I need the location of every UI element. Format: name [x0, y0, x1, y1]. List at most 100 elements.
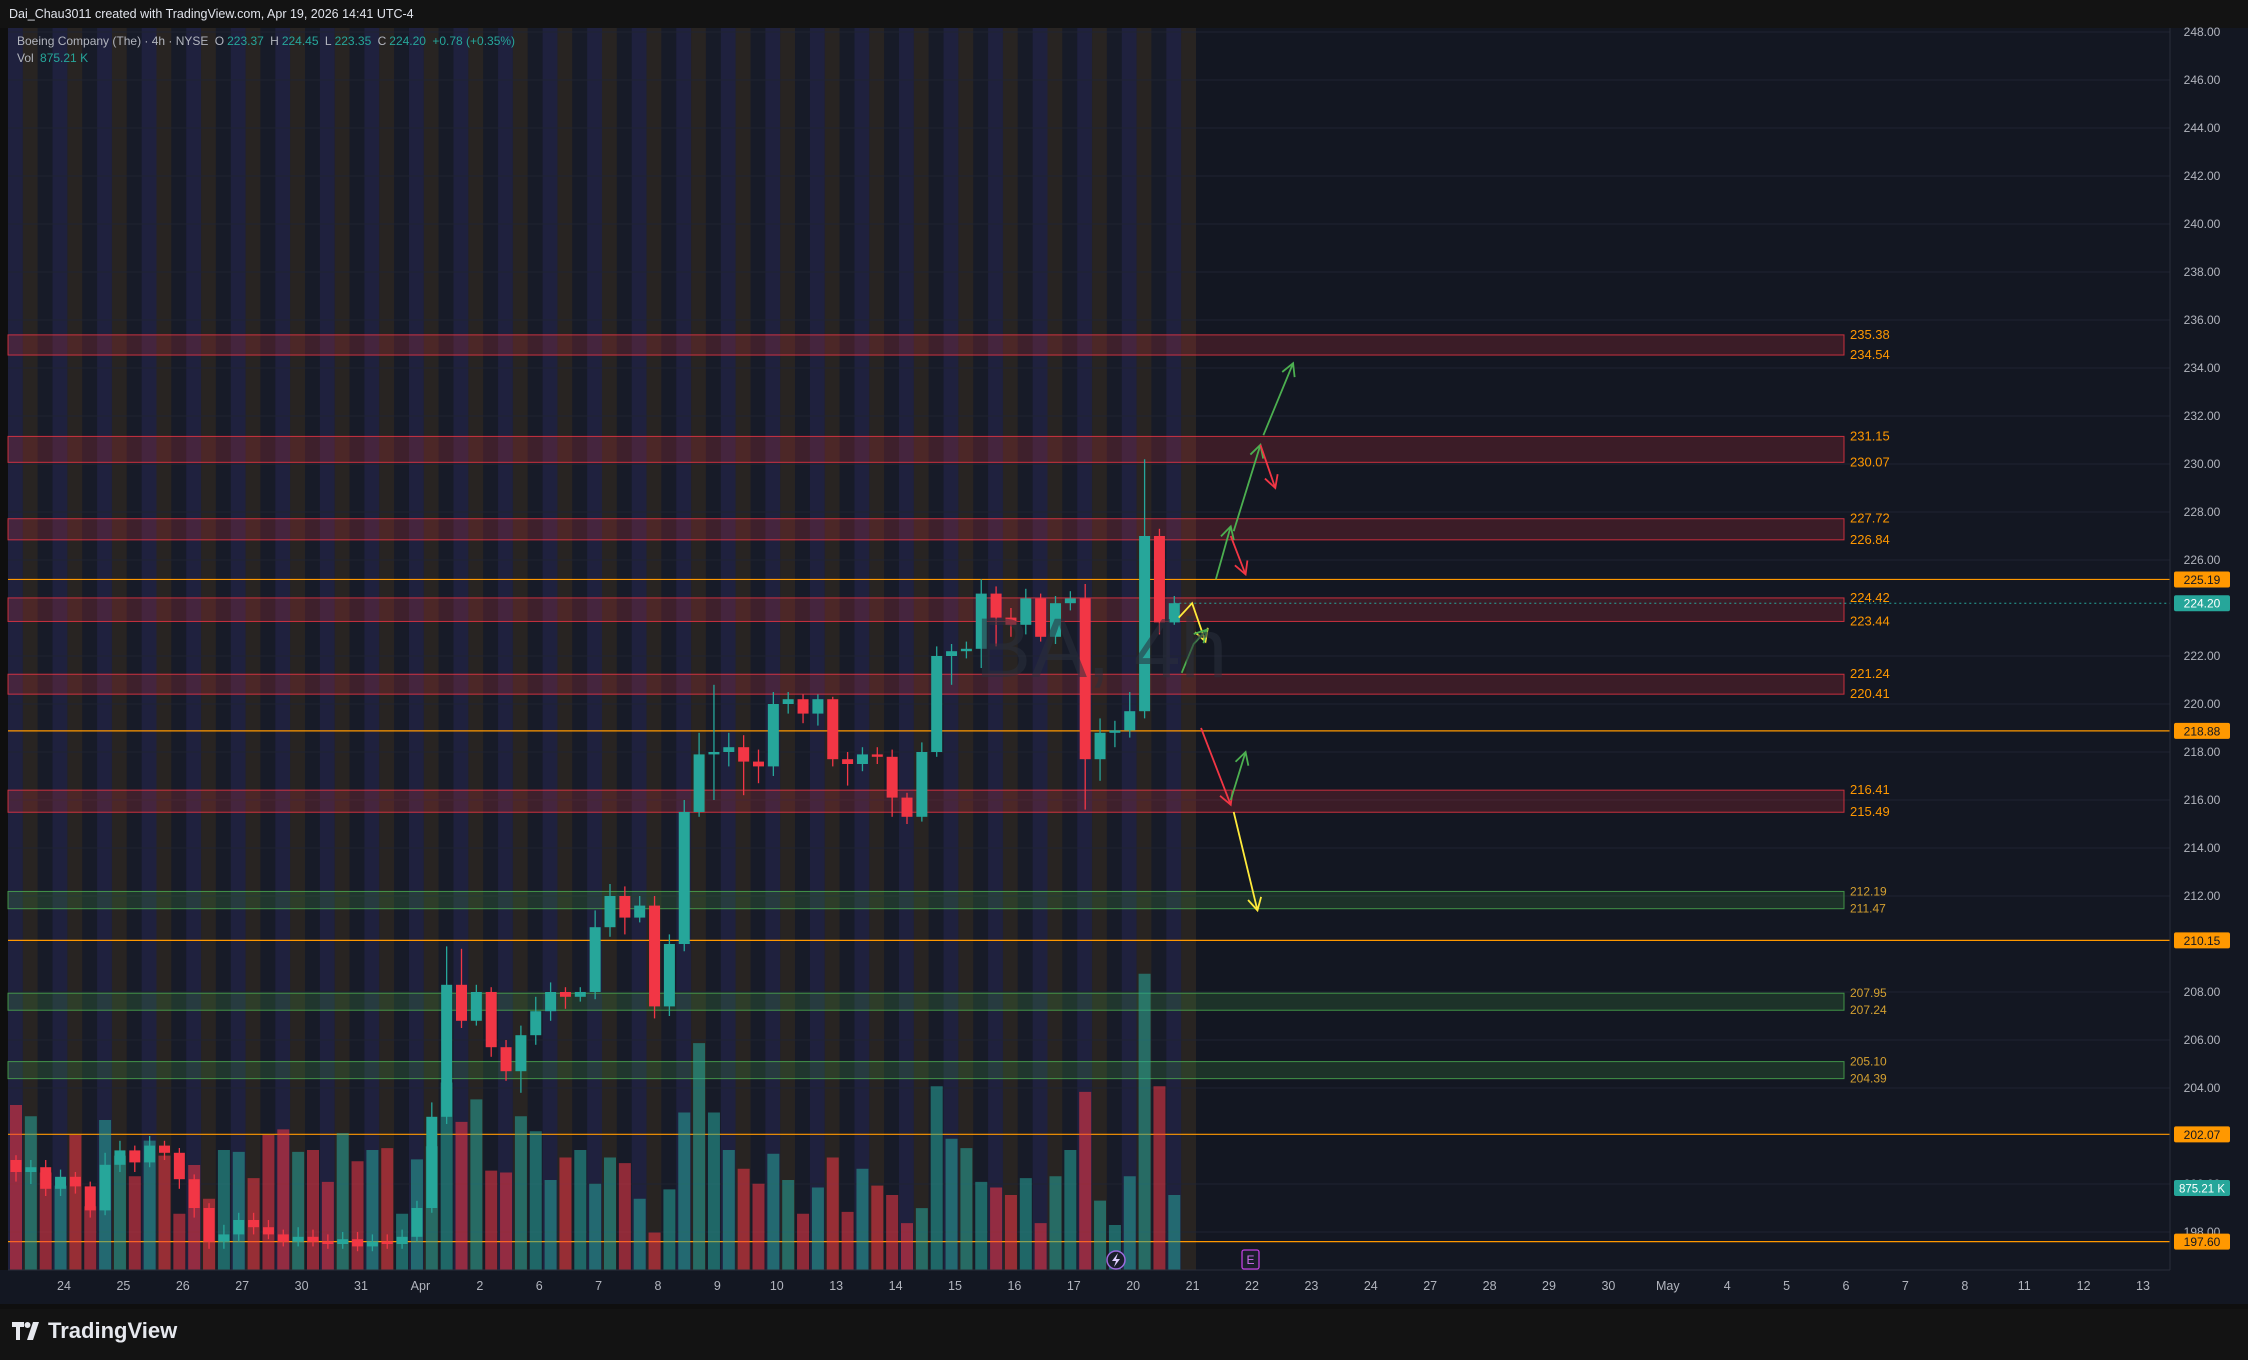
candle-body[interactable] — [1168, 603, 1180, 623]
yellow-projection-arrow[interactable] — [1178, 601, 1207, 642]
candle-body[interactable] — [812, 699, 824, 714]
candle-body[interactable] — [411, 1208, 423, 1237]
candle-body[interactable] — [1064, 598, 1076, 604]
red-projection-arrow[interactable] — [1259, 444, 1277, 489]
candle-body[interactable] — [545, 992, 557, 1012]
candle-body[interactable] — [604, 896, 616, 928]
candle-body[interactable] — [559, 992, 571, 997]
candle-body[interactable] — [767, 704, 779, 767]
candle-body[interactable] — [678, 812, 690, 944]
candle-body[interactable] — [426, 1116, 438, 1208]
candle-body[interactable] — [916, 752, 928, 817]
candle-body[interactable] — [55, 1176, 67, 1189]
candle-body[interactable] — [114, 1150, 126, 1165]
candle-body[interactable] — [456, 984, 467, 1021]
candle-body[interactable] — [1153, 536, 1165, 623]
candle-body[interactable] — [218, 1234, 230, 1242]
time-axis[interactable] — [0, 1270, 2248, 1304]
candle-body[interactable] — [1094, 732, 1106, 760]
candle-body[interactable] — [782, 699, 794, 704]
support-zone[interactable] — [7, 1061, 1845, 1080]
candle-body[interactable] — [574, 992, 586, 997]
candle-body[interactable] — [856, 754, 868, 764]
candle-body[interactable] — [1109, 730, 1121, 733]
earnings-event-icon[interactable] — [1241, 1249, 1260, 1270]
candle-body[interactable] — [1035, 598, 1047, 637]
candle-body[interactable] — [203, 1208, 215, 1242]
chart-canvas[interactable]: 235.38 234.54 231.15 230.07 227.72 226.84 224.… — [0, 0, 2248, 1309]
candle-body[interactable] — [233, 1220, 245, 1235]
candle-body[interactable] — [25, 1167, 37, 1172]
green-projection-arrow[interactable] — [1262, 362, 1294, 436]
green-projection-arrow[interactable] — [1180, 628, 1208, 674]
candle-body[interactable] — [931, 656, 943, 752]
candle-body[interactable] — [396, 1236, 408, 1244]
candle-body[interactable] — [352, 1239, 364, 1247]
candle-body[interactable] — [738, 747, 750, 762]
candle-body[interactable] — [381, 1241, 393, 1244]
candle-body[interactable] — [307, 1236, 319, 1242]
candle-body[interactable] — [1124, 711, 1136, 731]
candle-body[interactable] — [797, 699, 809, 714]
green-projection-arrow[interactable] — [1229, 751, 1247, 801]
candle-body[interactable] — [10, 1160, 22, 1172]
candle-body[interactable] — [634, 905, 646, 918]
candle-body[interactable] — [1020, 598, 1032, 625]
candle-body[interactable] — [515, 1035, 527, 1072]
candle-body[interactable] — [366, 1241, 378, 1247]
candle-body[interactable] — [337, 1239, 349, 1244]
candle-body[interactable] — [842, 759, 854, 764]
candle-body[interactable] — [441, 984, 453, 1117]
candle-body[interactable] — [530, 1011, 542, 1036]
candle-body[interactable] — [84, 1186, 96, 1211]
tradingview-logo[interactable]: TradingView — [12, 1318, 177, 1344]
candle-body[interactable] — [292, 1236, 304, 1242]
candle-body[interactable] — [871, 754, 883, 757]
candle-body[interactable] — [886, 756, 898, 798]
resistance-zone[interactable] — [7, 435, 1845, 463]
candle-body[interactable] — [693, 754, 705, 812]
candle-body[interactable] — [470, 992, 482, 1021]
candle-body[interactable] — [485, 992, 497, 1048]
red-projection-arrow[interactable] — [1229, 535, 1247, 575]
candle-body[interactable] — [827, 699, 839, 760]
candle-body[interactable] — [188, 1179, 200, 1208]
candle-body[interactable] — [753, 761, 764, 767]
price-axis[interactable] — [2170, 28, 2248, 1270]
resistance-zone[interactable] — [7, 673, 1845, 695]
candle-body[interactable] — [500, 1047, 512, 1072]
candle-body[interactable] — [901, 797, 913, 817]
candle-body[interactable] — [99, 1164, 111, 1211]
candle-body[interactable] — [663, 944, 675, 1007]
candle-body[interactable] — [1079, 598, 1091, 760]
candle-body[interactable] — [144, 1145, 156, 1163]
candle-body[interactable] — [649, 905, 661, 1007]
candle-body[interactable] — [975, 593, 987, 649]
candle-body[interactable] — [129, 1150, 141, 1163]
candle-body[interactable] — [960, 648, 972, 652]
green-projection-arrow[interactable] — [1215, 526, 1232, 580]
candle-body[interactable] — [946, 651, 958, 656]
candle-body[interactable] — [159, 1145, 170, 1153]
candle-body[interactable] — [708, 752, 720, 755]
candle-body[interactable] — [322, 1241, 334, 1244]
candle-body[interactable] — [619, 896, 631, 918]
candle-body[interactable] — [262, 1227, 274, 1235]
resistance-zone[interactable] — [7, 518, 1845, 541]
yellow-projection-arrow[interactable] — [1232, 811, 1259, 911]
support-zone[interactable] — [7, 992, 1845, 1011]
resistance-zone[interactable] — [7, 597, 1845, 622]
green-projection-arrow[interactable] — [1232, 444, 1262, 532]
support-zone[interactable] — [7, 890, 1845, 910]
candle-body[interactable] — [40, 1167, 52, 1189]
candle-body[interactable] — [1139, 536, 1151, 712]
candle-body[interactable] — [1005, 617, 1017, 625]
candle-body[interactable] — [277, 1234, 289, 1242]
candle-body[interactable] — [1050, 603, 1061, 637]
resistance-zone[interactable] — [7, 334, 1845, 356]
candle-body[interactable] — [723, 747, 735, 752]
candle-body[interactable] — [69, 1176, 81, 1187]
candle-body[interactable] — [173, 1152, 185, 1180]
candle-body[interactable] — [589, 927, 601, 992]
symbol-name[interactable]: Boeing Company (The) · 4h · NYSE — [17, 34, 209, 48]
